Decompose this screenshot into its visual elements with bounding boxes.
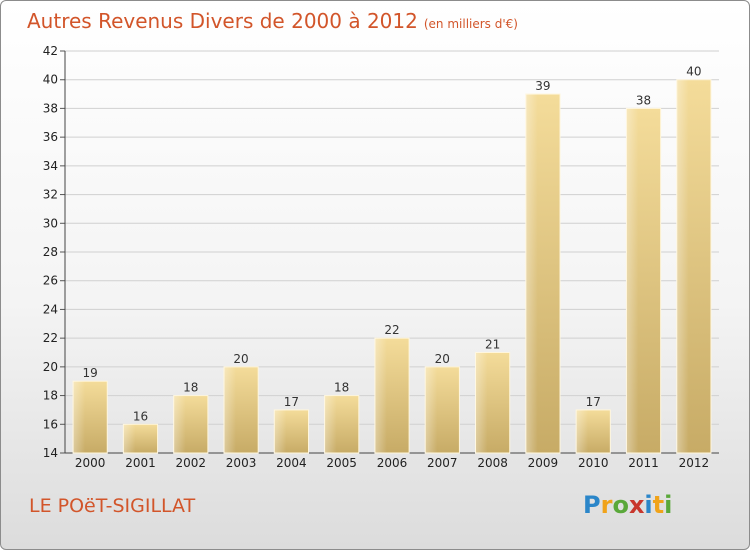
bar-value-label: 19 xyxy=(83,366,98,380)
city-name: LE POëT-SIGILLAT xyxy=(29,495,196,517)
bar-value-label: 20 xyxy=(435,352,450,366)
y-tick-label: 22 xyxy=(43,331,58,345)
y-tick-label: 14 xyxy=(43,446,58,460)
bar-highlight xyxy=(626,108,639,453)
bar-highlight xyxy=(676,79,689,453)
y-tick-label: 42 xyxy=(43,44,58,58)
y-tick-label: 32 xyxy=(43,188,58,202)
chart-subtitle: (en milliers d'€) xyxy=(423,17,518,31)
proxiti-logo[interactable]: Proxiti xyxy=(583,491,672,519)
bar-value-label: 40 xyxy=(686,65,701,79)
y-tick-label: 38 xyxy=(43,101,58,115)
x-tick-label: 2009 xyxy=(528,456,559,470)
bar-value-label: 17 xyxy=(284,395,299,409)
bar-value-label: 16 xyxy=(133,409,148,423)
chart-title-text: Autres Revenus Divers de 2000 à 2012 xyxy=(27,9,418,33)
bar-value-label: 21 xyxy=(485,338,500,352)
bar-highlight xyxy=(73,381,86,453)
value-labels: 19 16 18 20 17 18 22 20 21 39 17 38 40 xyxy=(83,65,702,424)
y-tick-label: 18 xyxy=(43,389,58,403)
bar-value-label: 22 xyxy=(384,323,399,337)
bar-value-label: 20 xyxy=(233,352,248,366)
bar-highlight xyxy=(173,395,186,453)
bar-highlight xyxy=(324,395,337,453)
y-tick-label: 16 xyxy=(43,417,58,431)
y-tick-label: 28 xyxy=(43,245,58,259)
bar-value-label: 17 xyxy=(586,395,601,409)
bar-highlight xyxy=(374,338,387,453)
bar-highlight xyxy=(223,366,236,453)
x-tick-label: 2008 xyxy=(477,456,508,470)
bar-highlight xyxy=(425,366,438,453)
x-tick-label: 2005 xyxy=(326,456,357,470)
y-tick-label: 36 xyxy=(43,130,58,144)
y-tick-label: 34 xyxy=(43,159,58,173)
x-tick-label: 2003 xyxy=(226,456,257,470)
x-tick-label: 2001 xyxy=(125,456,156,470)
logo-letter: x xyxy=(628,491,645,519)
x-tick-label: 2004 xyxy=(276,456,307,470)
bar-highlight xyxy=(475,352,488,453)
x-tick-label: 2011 xyxy=(628,456,659,470)
y-tick-label: 24 xyxy=(43,302,58,316)
x-tick-label: 2006 xyxy=(377,456,408,470)
x-tick-label: 2007 xyxy=(427,456,458,470)
x-tick-label: 2012 xyxy=(679,456,710,470)
chart-title: Autres Revenus Divers de 2000 à 2012 (en … xyxy=(27,9,518,33)
logo-letter: o xyxy=(612,491,629,519)
bar-highlight xyxy=(525,94,538,454)
x-tick-label: 2010 xyxy=(578,456,609,470)
logo-letter: i xyxy=(644,491,653,519)
bar-value-label: 38 xyxy=(636,93,651,107)
logo-letter: P xyxy=(583,491,601,519)
logo-letter: r xyxy=(600,491,613,519)
logo-letter: t xyxy=(652,491,665,519)
y-tick-label: 30 xyxy=(43,216,58,230)
bars xyxy=(72,79,712,454)
bar-value-label: 18 xyxy=(183,381,198,395)
bar-value-label: 18 xyxy=(334,381,349,395)
bar-highlight xyxy=(123,424,136,453)
y-tick-label: 40 xyxy=(43,73,58,87)
y-tick-label: 20 xyxy=(43,360,58,374)
x-tick-label: 2000 xyxy=(75,456,106,470)
bar-highlight xyxy=(274,409,287,453)
bar-value-label: 39 xyxy=(535,79,550,93)
x-tick-label: 2002 xyxy=(175,456,206,470)
logo-letter: i xyxy=(664,491,673,519)
y-tick-label: 26 xyxy=(43,274,58,288)
bar-highlight xyxy=(576,409,589,453)
